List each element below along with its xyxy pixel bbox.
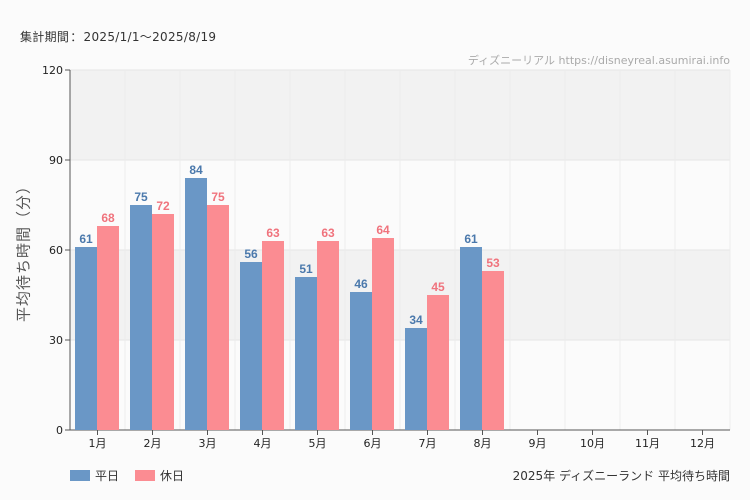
data-label-holiday: 68 (101, 211, 115, 225)
bar-weekday (460, 247, 482, 430)
period-label: 集計期間 (20, 30, 70, 44)
data-label-weekday: 34 (409, 313, 423, 327)
x-tick-label: 4月 (254, 437, 272, 450)
bar-holiday (97, 226, 119, 430)
data-label-holiday: 53 (486, 256, 500, 270)
legend-item-weekday[interactable]: 平日 (70, 467, 119, 484)
bar-holiday (317, 241, 339, 430)
bar-weekday (350, 292, 372, 430)
x-tick-label: 11月 (635, 437, 660, 450)
data-label-weekday: 51 (299, 262, 313, 276)
x-tick-label: 5月 (309, 437, 327, 450)
x-tick-label: 7月 (419, 437, 437, 450)
period-value: 2025/1/1～2025/8/19 (83, 30, 217, 44)
data-label-weekday: 75 (134, 190, 148, 204)
bar-holiday (482, 271, 504, 430)
collection-period: 集計期間：2025/1/1～2025/8/19 (20, 28, 216, 45)
bar-weekday (185, 178, 207, 430)
bar-weekday (405, 328, 427, 430)
x-tick-label: 12月 (690, 437, 715, 450)
data-label-weekday: 46 (354, 277, 368, 291)
x-tick-label: 9月 (529, 437, 547, 450)
bar-holiday (262, 241, 284, 430)
legend-swatch-holiday (135, 470, 156, 481)
x-tick-label: 6月 (364, 437, 382, 450)
bar-holiday (207, 205, 229, 430)
bar-weekday (130, 205, 152, 430)
bar-weekday (240, 262, 262, 430)
x-tick-label: 10月 (580, 437, 605, 450)
y-tick-label: 120 (42, 64, 63, 77)
data-label-weekday: 61 (79, 232, 93, 246)
data-label-holiday: 45 (431, 280, 445, 294)
bar-holiday (152, 214, 174, 430)
chart-footer-title: 2025年 ディズニーランド 平均待ち時間 (512, 469, 730, 483)
legend-swatch-weekday (70, 470, 90, 481)
data-label-holiday: 72 (156, 199, 170, 213)
x-tick-label: 8月 (474, 437, 492, 450)
legend: 平日 休日 (70, 467, 200, 484)
data-label-weekday: 84 (189, 163, 203, 177)
x-tick-label: 1月 (89, 437, 107, 450)
y-tick-label: 60 (49, 244, 63, 257)
data-label-weekday: 56 (244, 247, 258, 261)
site-credit: ディズニーリアル https://disneyreal.asumirai.inf… (467, 54, 730, 67)
period-separator: ： (70, 30, 83, 44)
bar-holiday (427, 295, 449, 430)
legend-label-holiday: 休日 (160, 469, 185, 483)
x-tick-label: 2月 (144, 437, 162, 450)
y-tick-label: 0 (56, 424, 63, 437)
x-tick-label: 3月 (199, 437, 217, 450)
bar-holiday (372, 238, 394, 430)
y-tick-label: 30 (49, 334, 63, 347)
data-label-holiday: 75 (211, 190, 225, 204)
data-label-holiday: 64 (376, 223, 390, 237)
data-label-holiday: 63 (266, 226, 280, 240)
bar-weekday (75, 247, 97, 430)
data-label-holiday: 63 (321, 226, 335, 240)
bar-weekday (295, 277, 317, 430)
legend-item-holiday[interactable]: 休日 (135, 467, 184, 484)
legend-label-weekday: 平日 (95, 469, 120, 483)
data-label-weekday: 61 (464, 232, 478, 246)
y-tick-label: 90 (49, 154, 63, 167)
